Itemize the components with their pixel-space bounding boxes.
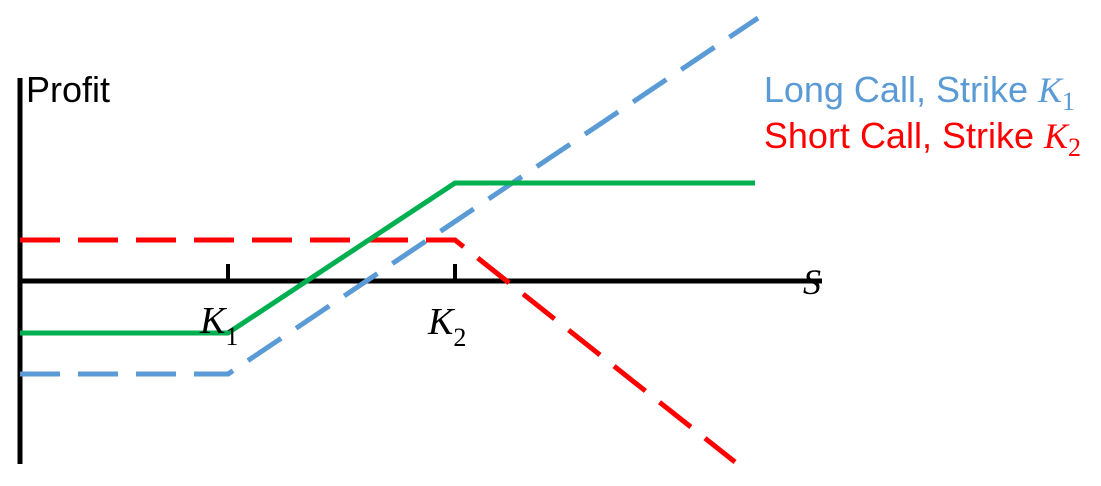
legend-long-call-symbol: K [1037,70,1064,110]
legend-short-call: Short Call, Strike K2 [764,115,1081,162]
tick-k1-subscript: 1 [225,322,238,351]
short-call-line [20,237,737,464]
tick-k2-subscript: 2 [453,323,466,352]
legend-short-call-subscript: 2 [1068,133,1081,162]
tick-label-k1: K1 [199,300,238,351]
tick-k2-symbol: K [427,301,455,343]
legend-long-call-subscript: 1 [1062,87,1075,116]
legend-short-call-symbol: K [1043,116,1070,156]
bull-spread-line [20,180,755,336]
tick-label-k2: K2 [427,301,466,352]
legend-short-call-text: Short Call, Strike [764,115,1044,156]
legend-long-call: Long Call, Strike K1 [764,69,1075,116]
legend-long-call-text: Long Call, Strike [764,69,1038,110]
y-axis-label: Profit [26,69,110,110]
tick-k1-symbol: K [199,300,227,342]
long-call-line [20,15,760,377]
x-axis-label: S [803,262,821,302]
